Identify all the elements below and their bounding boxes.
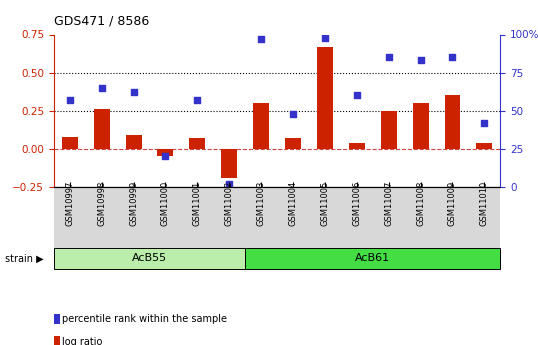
Point [416, 58, 425, 63]
Point [289, 111, 298, 117]
Point [352, 93, 361, 98]
Bar [444, 96, 461, 149]
Point [384, 55, 393, 60]
Point [161, 154, 170, 159]
Text: strain ▶: strain ▶ [5, 254, 44, 264]
Point [448, 55, 457, 60]
Point [321, 35, 329, 40]
Bar [62, 137, 77, 149]
Bar [158, 149, 173, 156]
Bar [125, 135, 141, 149]
Bar [54, 248, 245, 269]
Bar [94, 109, 110, 149]
Point [193, 97, 202, 103]
Point [257, 36, 265, 42]
Text: GDS471 / 8586: GDS471 / 8586 [54, 14, 149, 28]
Text: log ratio: log ratio [62, 337, 102, 345]
Bar [381, 111, 397, 149]
Point [129, 90, 138, 95]
Bar [253, 103, 269, 149]
Bar [245, 248, 500, 269]
Point [66, 97, 74, 103]
Bar [413, 103, 429, 149]
Text: AcB61: AcB61 [355, 254, 391, 264]
Point [97, 85, 106, 91]
Bar [285, 138, 301, 149]
Bar [221, 149, 237, 178]
Text: percentile rank within the sample: percentile rank within the sample [62, 314, 227, 324]
Point [480, 120, 489, 126]
Bar [317, 47, 333, 149]
Point [225, 181, 233, 187]
Bar [477, 143, 492, 149]
Bar [189, 138, 206, 149]
Bar [349, 143, 365, 149]
Text: AcB55: AcB55 [132, 254, 167, 264]
